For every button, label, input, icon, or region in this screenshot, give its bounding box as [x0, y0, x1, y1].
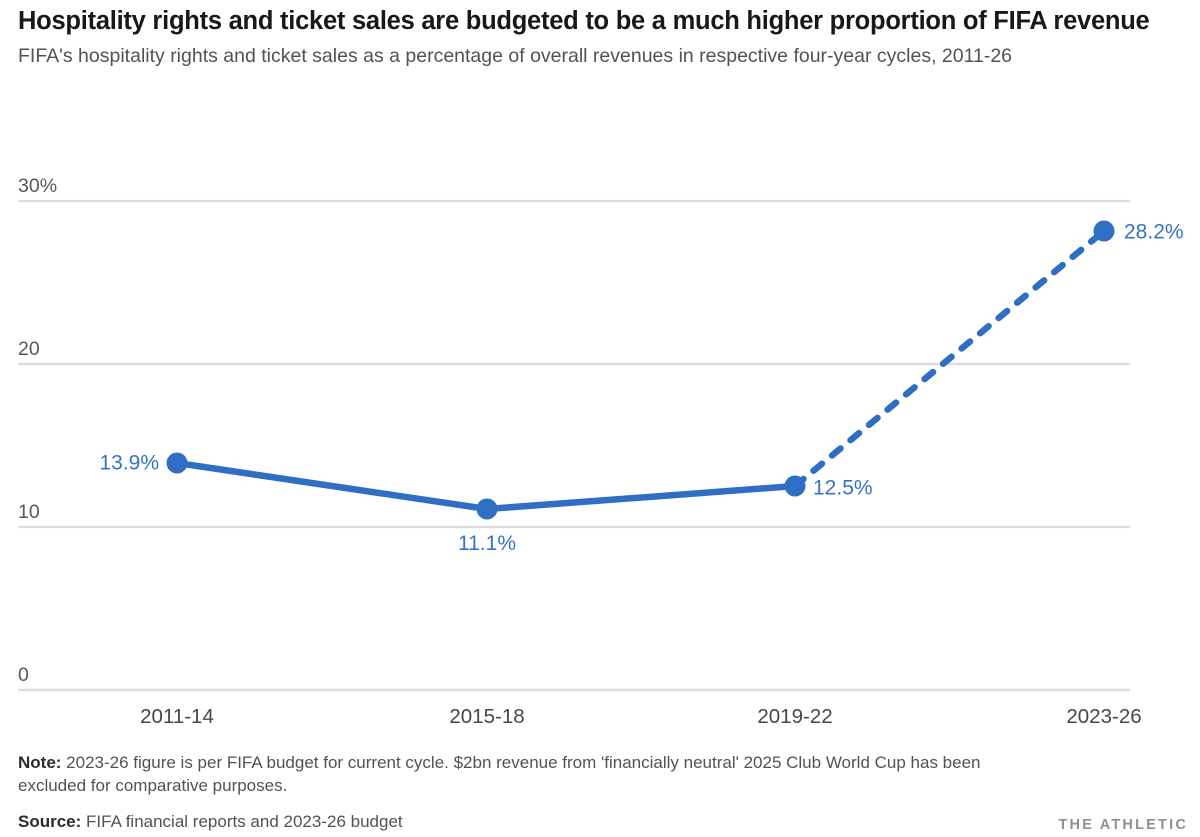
data-point-markers — [166, 220, 1115, 520]
chart-title: Hospitality rights and ticket sales are … — [18, 7, 1150, 35]
chart-canvas — [18, 199, 1130, 692]
xtick-label-2015-18: 2015-18 — [449, 705, 525, 728]
source-text: FIFA financial reports and 2023-26 budge… — [81, 811, 403, 831]
data-label-2015-18: 11.1% — [458, 532, 516, 555]
xtick-label-2019-22: 2019-22 — [757, 705, 833, 728]
chart-plot-area: 30% 20 10 0 2011-14 2015-18 2019-22 2023… — [18, 175, 1184, 728]
ytick-label-0: 0 — [18, 664, 29, 686]
ytick-label-10: 10 — [18, 501, 40, 523]
gridlines — [18, 199, 1130, 692]
data-point-2011-14[interactable] — [166, 452, 188, 474]
note-label: Note: — [18, 753, 62, 772]
xtick-label-2011-14: 2011-14 — [140, 705, 214, 728]
note-text: 2023-26 figure is per FIFA budget for cu… — [18, 753, 981, 795]
data-label-2023-26: 28.2% — [1124, 220, 1184, 244]
chart-subtitle: FIFA's hospitality rights and ticket sal… — [18, 45, 1013, 68]
chart-note: Note: 2023-26 figure is per FIFA budget … — [18, 752, 1048, 798]
source-row: Source: FIFA financial reports and 2023-… — [18, 811, 1188, 834]
data-point-2023-26[interactable] — [1093, 220, 1115, 242]
ytick-label-20: 20 — [18, 338, 40, 360]
the-athletic-wordmark: THE ATHLETIC — [1058, 816, 1188, 833]
source-label: Source: — [18, 811, 82, 831]
data-label-2019-22: 12.5% — [813, 476, 873, 500]
series-line-projected — [791, 227, 1108, 490]
data-point-2015-18[interactable] — [476, 498, 498, 520]
data-point-2019-22[interactable] — [784, 475, 806, 497]
ytick-label-30: 30% — [18, 175, 58, 197]
chart-source: Source: FIFA financial reports and 2023-… — [18, 811, 403, 834]
data-label-2011-14: 13.9% — [99, 451, 159, 475]
chart-footer: Note: 2023-26 figure is per FIFA budget … — [18, 752, 1188, 834]
xtick-label-2023-26: 2023-26 — [1066, 705, 1142, 728]
chart-header: Hospitality rights and ticket sales are … — [18, 6, 1188, 70]
